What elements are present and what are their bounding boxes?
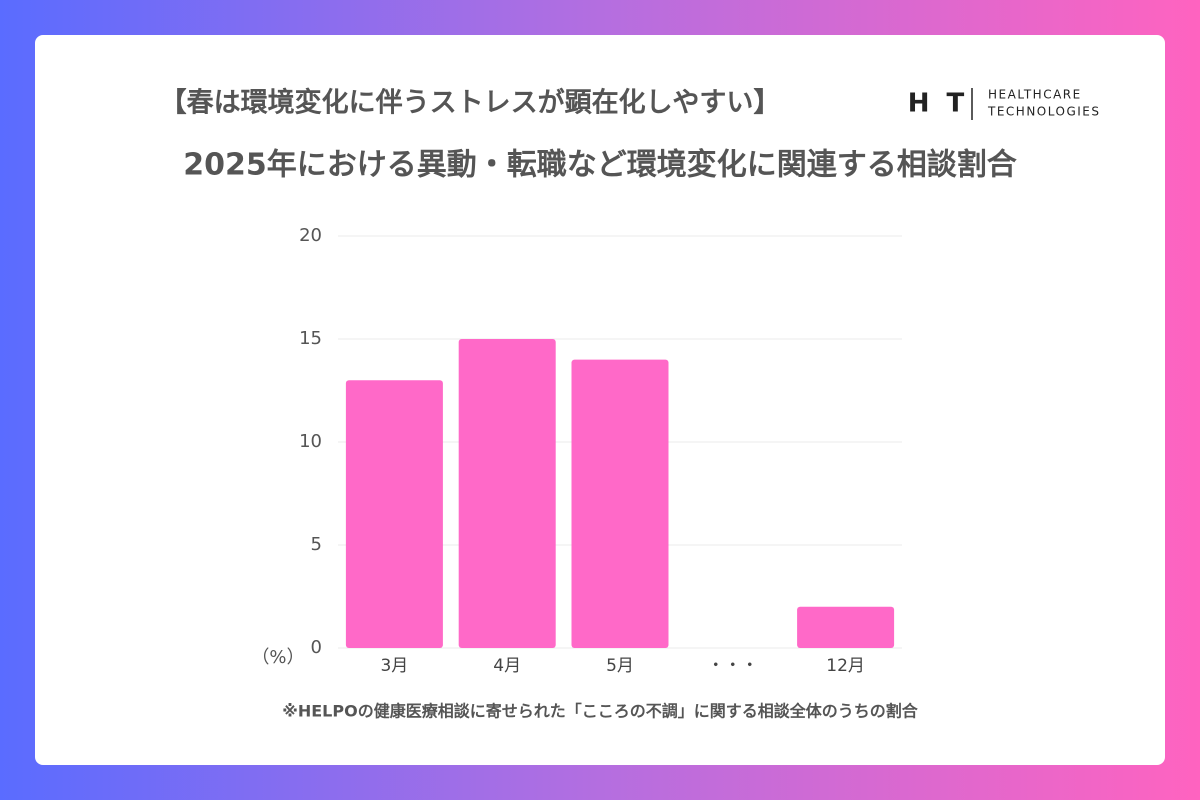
- x-tick-label: 4月: [493, 656, 521, 676]
- y-tick-label: 0: [311, 637, 322, 658]
- x-tick-label: ・・・: [707, 656, 758, 676]
- bar: [571, 359, 669, 648]
- x-tick-label: 5月: [606, 656, 634, 676]
- footnote: ※HELPOの健康医療相談に寄せられた「こころの不調」に関する相談全体のうちの割…: [282, 702, 918, 721]
- logo-mark: H T: [908, 89, 969, 119]
- logo-line: HEALTHCARE: [988, 88, 1082, 102]
- x-tick-label: 3月: [380, 656, 408, 676]
- bar: [797, 606, 895, 648]
- y-tick-label: 20: [299, 225, 322, 246]
- y-tick-label: 5: [311, 534, 322, 555]
- chart-subtitle: 2025年における異動・転職など環境変化に関連する相談割合: [183, 148, 1017, 183]
- logo-line: TECHNOLOGIES: [987, 105, 1100, 119]
- y-tick-label: 10: [299, 431, 322, 452]
- bar: [345, 380, 443, 648]
- chart-title: 【春は環境変化に伴うストレスが顕在化しやすい】: [160, 87, 781, 119]
- y-axis-label: （%）: [251, 647, 304, 668]
- bar: [458, 339, 556, 648]
- x-tick-label: 12月: [826, 656, 865, 676]
- y-tick-label: 15: [299, 328, 322, 349]
